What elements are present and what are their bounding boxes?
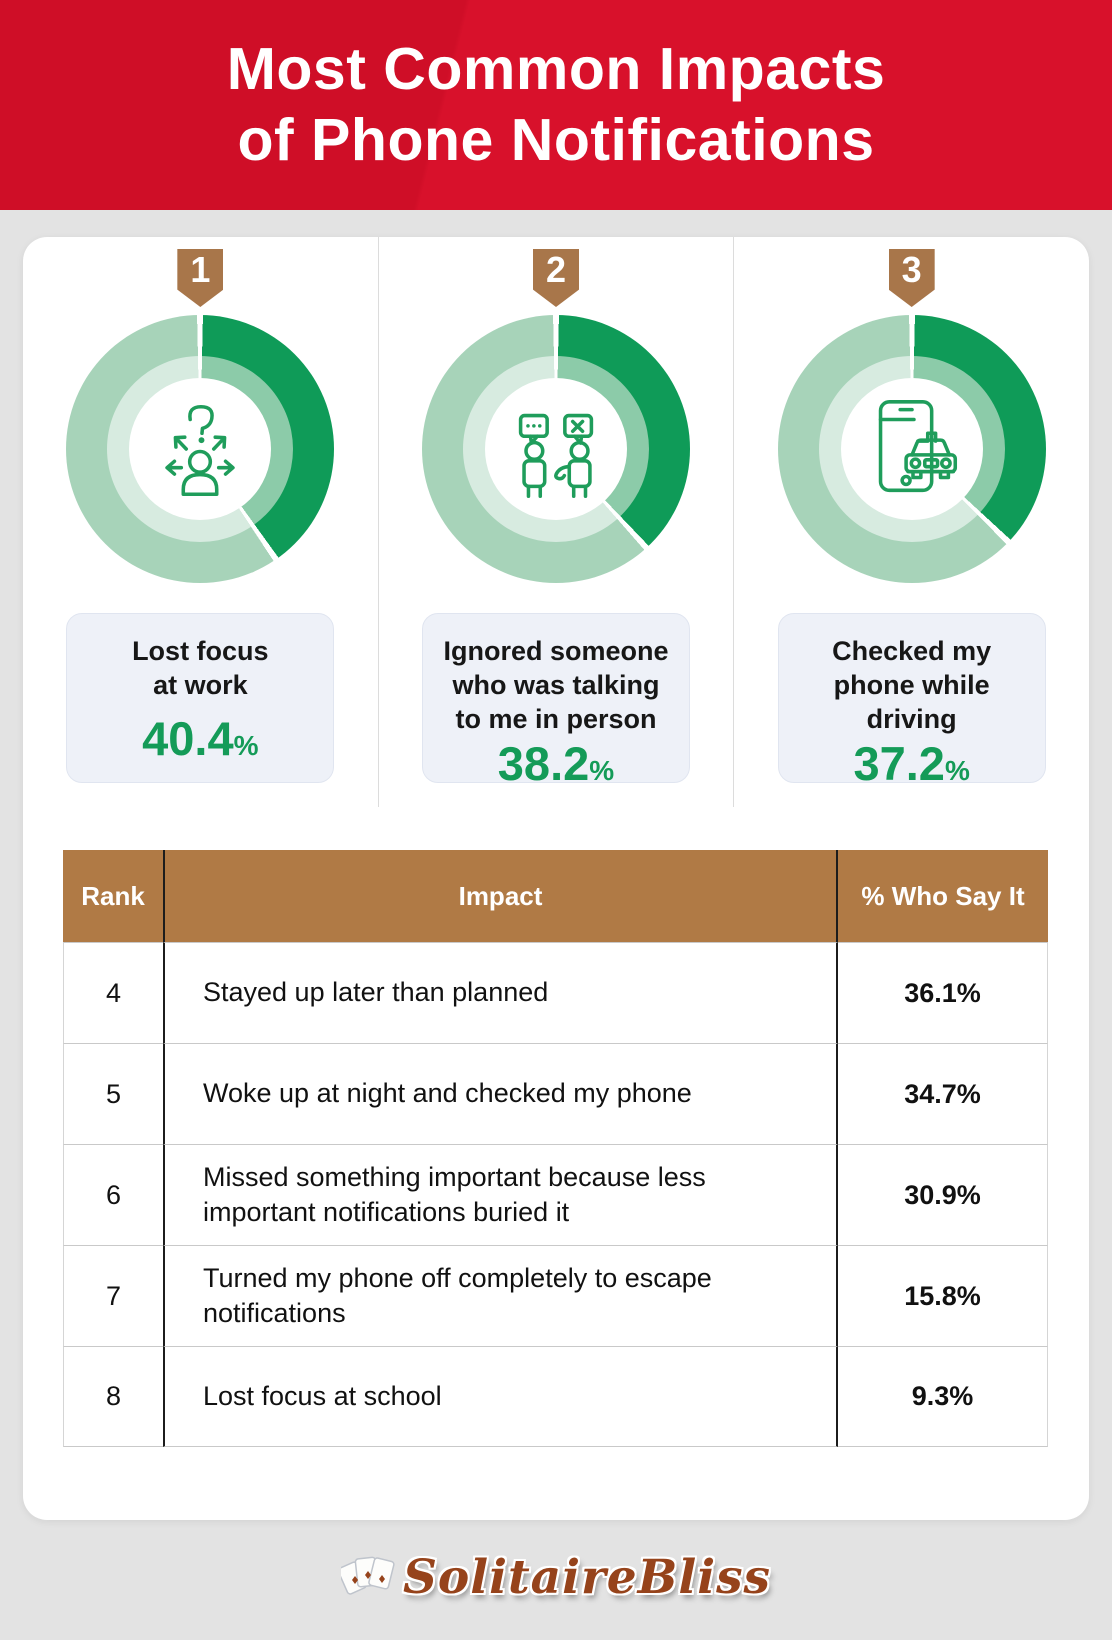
table-row-pct: 34.7% — [838, 1043, 1048, 1144]
table-row-impact: Stayed up later than planned — [163, 942, 838, 1043]
solitaire-bliss-logo: SolitaireBliss — [402, 1549, 772, 1605]
table-row-impact: Woke up at night and checked my phone — [163, 1043, 838, 1144]
phone-while-driving-icon — [878, 400, 957, 493]
chart-1-label: Lost focus at work — [132, 636, 269, 701]
table-row-pct: 9.3% — [838, 1346, 1048, 1447]
rank-badge-2: 2 — [533, 249, 579, 307]
table-row-pct: 15.8% — [838, 1245, 1048, 1346]
chart-3-value: 37.2% — [853, 737, 970, 791]
ignored-conversation-icon — [518, 413, 594, 498]
rank-badge-3-number: 3 — [901, 249, 922, 290]
table-row-rank: 5 — [63, 1043, 163, 1144]
table-row-impact: Missed something important because less … — [163, 1144, 838, 1245]
chart-2-label: Ignored someone who was talking to me in… — [443, 636, 669, 735]
chart-label-box-1: Lost focus at work 40.4% — [66, 613, 335, 783]
donut-chart-phone-while-driving — [777, 315, 1046, 583]
impact-table: Rank Impact % Who Say It 4 Stayed up lat… — [63, 850, 1048, 1447]
footer: SolitaireBliss — [0, 1532, 1112, 1622]
table-row-impact: Turned my phone off completely to escape… — [163, 1245, 838, 1346]
chart-2-value: 38.2% — [497, 737, 615, 791]
table-header-pct: % Who Say It — [838, 850, 1048, 942]
top-three-charts: 1 — [23, 237, 1089, 807]
chart-1-value: 40.4% — [142, 712, 259, 765]
table-row-impact: Lost focus at school — [163, 1346, 838, 1447]
donut-chart-ignored-someone — [422, 315, 690, 583]
confused-person-icon — [165, 404, 236, 497]
table-header-impact: Impact — [163, 850, 838, 942]
donut-center — [129, 378, 272, 520]
table-row-rank: 8 — [63, 1346, 163, 1447]
rank-badge-1-number: 1 — [190, 249, 211, 290]
donut-center — [840, 378, 983, 520]
chart-column-3: 3 — [733, 237, 1089, 807]
rank-badge-3: 3 — [888, 249, 935, 307]
content-card: 1 — [23, 237, 1089, 1520]
chart-label-box-3: Checked my phone while driving 37.2% — [777, 613, 1046, 790]
chart-column-2: 2 — [377, 237, 734, 807]
rank-badge-1: 1 — [177, 249, 224, 307]
card-fan-icon — [340, 1556, 395, 1595]
table-row-pct: 30.9% — [838, 1144, 1048, 1245]
chart-3-label: Checked my phone while driving — [832, 636, 992, 735]
donut-chart-lost-focus — [66, 315, 335, 583]
chart-label-box-2: Ignored someone who was talking to me in… — [422, 613, 690, 790]
donut-center — [485, 378, 627, 520]
chart-column-1: 1 — [23, 237, 378, 807]
table-row-pct: 36.1% — [838, 942, 1048, 1043]
table-row-rank: 7 — [63, 1245, 163, 1346]
table-row-rank: 6 — [63, 1144, 163, 1245]
header-banner: Most Common Impacts of Phone Notificatio… — [0, 0, 1112, 210]
table-header-rank: Rank — [63, 850, 163, 942]
rank-badge-2-number: 2 — [545, 249, 567, 290]
table-row-rank: 4 — [63, 942, 163, 1043]
page-title-line2: of Phone Notifications — [237, 107, 875, 173]
page-title-line1: Most Common Impacts — [226, 36, 886, 103]
